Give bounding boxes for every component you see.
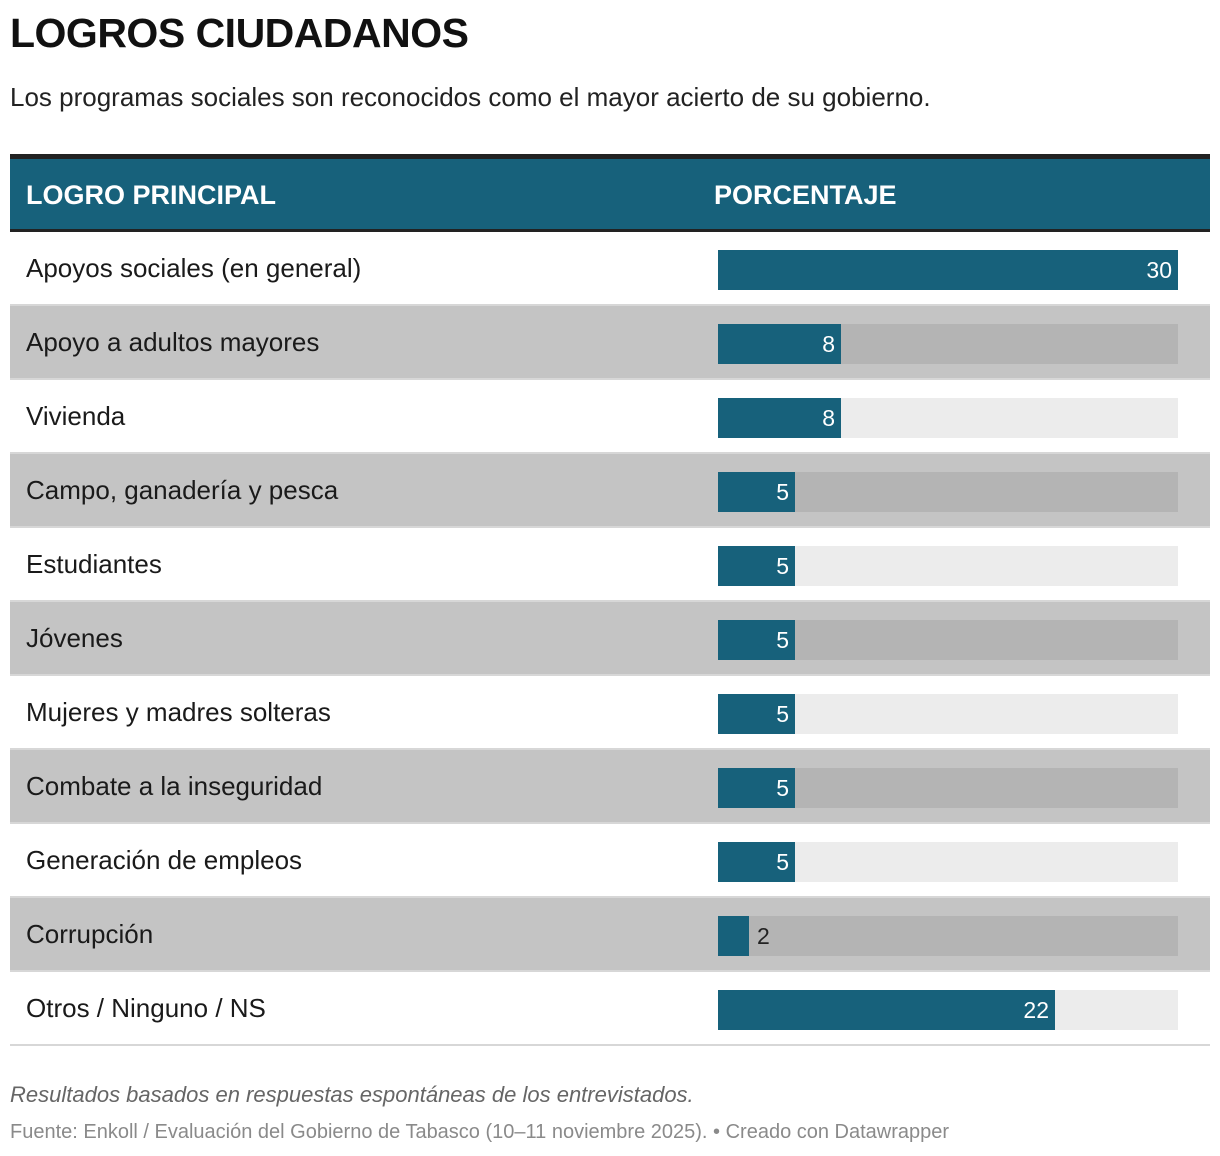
data-table: LOGRO PRINCIPAL PORCENTAJE Apoyos social… <box>10 154 1210 1046</box>
table-row: Combate a la inseguridad 5 <box>10 750 1210 824</box>
row-label: Apoyo a adultos mayores <box>26 327 320 357</box>
row-label: Mujeres y madres solteras <box>26 697 331 727</box>
table-row: Generación de empleos 5 <box>10 824 1210 898</box>
table-row: Estudiantes 5 <box>10 528 1210 602</box>
bar <box>718 620 795 660</box>
column-header-porcentaje: PORCENTAJE <box>714 180 897 210</box>
row-label: Campo, ganadería y pesca <box>26 475 339 505</box>
row-label: Otros / Ninguno / NS <box>26 993 266 1023</box>
bar-track: 5 <box>718 546 1178 586</box>
row-label: Apoyos sociales (en general) <box>26 253 362 283</box>
bar-track: 22 <box>718 990 1178 1030</box>
bar <box>718 768 795 808</box>
bar <box>718 916 749 956</box>
chart-note: Resultados basados en respuestas espontá… <box>10 1082 694 1107</box>
bar-value-label: 5 <box>776 553 789 579</box>
row-label: Vivienda <box>26 401 126 431</box>
bar <box>718 694 795 734</box>
bar-track: 8 <box>718 398 1178 438</box>
bar-track: 5 <box>718 768 1178 808</box>
bar <box>718 398 841 438</box>
table-header: LOGRO PRINCIPAL PORCENTAJE <box>10 154 1210 232</box>
bar-value-label: 30 <box>1146 257 1172 283</box>
bar-track: 5 <box>718 694 1178 734</box>
table-row: Apoyo a adultos mayores 8 <box>10 306 1210 380</box>
bar <box>718 472 795 512</box>
row-label: Jóvenes <box>26 623 123 653</box>
bar-value-label: 5 <box>776 775 789 801</box>
chart-subtitle: Los programas sociales son reconocidos c… <box>10 82 931 112</box>
bar-track: 5 <box>718 842 1178 882</box>
chart-source: Fuente: Enkoll / Evaluación del Gobierno… <box>10 1121 950 1143</box>
row-label: Estudiantes <box>26 549 162 579</box>
bar-track: 2 <box>718 916 1178 956</box>
bar-value-label: 2 <box>757 923 770 949</box>
bar-value-label: 5 <box>776 479 789 505</box>
table-row: Mujeres y madres solteras 5 <box>10 676 1210 750</box>
bar-value-label: 5 <box>776 701 789 727</box>
chart-title: LOGROS CIUDADANOS <box>10 10 469 56</box>
table-body: Apoyos sociales (en general) 30 Apoyo a ad… <box>10 232 1210 1046</box>
bar-track: 30 <box>718 250 1178 290</box>
bar <box>718 990 1055 1030</box>
table-row: Corrupción 2 <box>10 898 1210 972</box>
table-row: Otros / Ninguno / NS 22 <box>10 972 1210 1046</box>
bar-track: 5 <box>718 620 1178 660</box>
table-row: Campo, ganadería y pesca 5 <box>10 454 1210 528</box>
bar <box>718 546 795 586</box>
table-row: Vivienda 8 <box>10 380 1210 454</box>
bar-track: 8 <box>718 324 1178 364</box>
bar-value-label: 5 <box>776 627 789 653</box>
bar-value-label: 8 <box>822 405 835 431</box>
bar <box>718 324 841 364</box>
bar-value-label: 5 <box>776 849 789 875</box>
bar <box>718 842 795 882</box>
bar-value-label: 22 <box>1023 997 1049 1023</box>
row-label: Corrupción <box>26 919 154 949</box>
bar <box>718 250 1178 290</box>
table-row: Jóvenes 5 <box>10 602 1210 676</box>
column-header-logro: LOGRO PRINCIPAL <box>26 180 277 210</box>
row-label: Generación de empleos <box>26 845 303 875</box>
bar-value-label: 8 <box>822 331 835 357</box>
row-label: Combate a la inseguridad <box>26 771 323 801</box>
bar-track: 5 <box>718 472 1178 512</box>
table-row: Apoyos sociales (en general) 30 <box>10 232 1210 306</box>
